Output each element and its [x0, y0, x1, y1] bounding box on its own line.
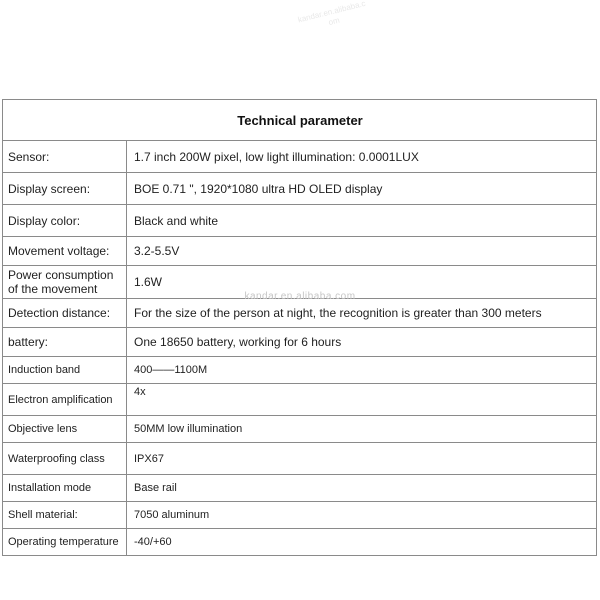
row-value: 400——1100M — [126, 356, 597, 384]
site-watermark-middle: kandar.en.alibaba.com — [244, 291, 356, 302]
table-title-row: Technical parameter — [2, 99, 597, 141]
table-row: Display screen: BOE 0.71 ", 1920*1080 ult… — [2, 172, 597, 205]
row-value: One 18650 battery, working for 6 hours — [126, 327, 597, 357]
row-value: For the size of the person at night, the… — [126, 298, 597, 328]
table-row: Detection distance: For the size of the p… — [2, 298, 597, 328]
table-row: battery: One 18650 battery, working for 6… — [2, 327, 597, 357]
table-row: Objective lens 50MM low illumination — [2, 415, 597, 443]
row-value: Black and white — [126, 204, 597, 237]
row-label: Operating temperature — [2, 528, 127, 556]
table-row: Sensor: 1.7 inch 200W pixel, low light il… — [2, 140, 597, 173]
row-label: Waterproofing class — [2, 442, 127, 475]
row-value: 1.6W — [126, 265, 597, 299]
row-label: Installation mode — [2, 474, 127, 502]
row-value: 4x — [126, 383, 597, 416]
row-value: -40/+60 — [126, 528, 597, 556]
table-row: Shell material: 7050 aluminum — [2, 501, 597, 529]
technical-parameter-table: Technical parameter Sensor: 1.7 inch 200W… — [2, 99, 597, 556]
table-row: Waterproofing class IPX67 — [2, 442, 597, 475]
row-label: Objective lens — [2, 415, 127, 443]
row-value: IPX67 — [126, 442, 597, 475]
table-title: Technical parameter — [2, 99, 597, 141]
row-label: Shell material: — [2, 501, 127, 529]
row-label: Movement voltage: — [2, 236, 127, 266]
row-label: Power consumption of the movement — [2, 265, 127, 299]
row-label: Detection distance: — [2, 298, 127, 328]
row-label: Induction band — [2, 356, 127, 384]
row-value: Base rail — [126, 474, 597, 502]
table-row: Installation mode Base rail — [2, 474, 597, 502]
row-label: Display color: — [2, 204, 127, 237]
row-value: 3.2-5.5V — [126, 236, 597, 266]
row-value: 50MM low illumination — [126, 415, 597, 443]
table-row: Induction band 400——1100M — [2, 356, 597, 384]
table-row: Electron amplification 4x — [2, 383, 597, 416]
row-value: BOE 0.71 ", 1920*1080 ultra HD OLED disp… — [126, 172, 597, 205]
row-value: 7050 aluminum — [126, 501, 597, 529]
row-label: Display screen: — [2, 172, 127, 205]
row-value: 1.7 inch 200W pixel, low light illuminat… — [126, 140, 597, 173]
table-row: Power consumption of the movement 1.6W — [2, 265, 597, 299]
row-label: Electron amplification — [2, 383, 127, 416]
site-watermark-top: kandar.en.alibaba.com — [296, 0, 367, 28]
row-label: Sensor: — [2, 140, 127, 173]
row-label: battery: — [2, 327, 127, 357]
table-row: Movement voltage: 3.2-5.5V — [2, 236, 597, 266]
table-row: Operating temperature -40/+60 — [2, 528, 597, 556]
table-row: Display color: Black and white — [2, 204, 597, 237]
